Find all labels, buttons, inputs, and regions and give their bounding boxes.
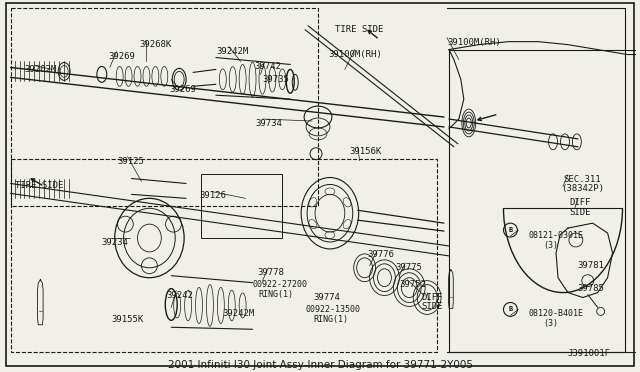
Text: 00922-27200: 00922-27200 bbox=[253, 280, 308, 289]
Text: 39734: 39734 bbox=[255, 119, 282, 128]
Text: 39202M: 39202M bbox=[24, 65, 57, 74]
Bar bbox=[11, 8, 318, 206]
Text: SIDE: SIDE bbox=[569, 208, 591, 217]
Text: TIRE SIDE: TIRE SIDE bbox=[15, 182, 63, 190]
Text: 39100M(RH): 39100M(RH) bbox=[447, 38, 500, 47]
Text: 39735: 39735 bbox=[262, 76, 289, 84]
Text: SIDE: SIDE bbox=[421, 302, 443, 311]
Text: 39269: 39269 bbox=[109, 52, 136, 61]
Text: 39125: 39125 bbox=[118, 157, 145, 166]
Text: 39156K: 39156K bbox=[349, 147, 382, 156]
Text: B: B bbox=[508, 227, 513, 233]
Text: 39742: 39742 bbox=[255, 62, 282, 71]
Text: 39752: 39752 bbox=[399, 280, 426, 289]
Text: SEC.311: SEC.311 bbox=[563, 174, 600, 183]
Text: 39776: 39776 bbox=[367, 250, 394, 259]
Text: 2001 Infiniti I30 Joint Assy-Inner Diagram for 39771-2Y005: 2001 Infiniti I30 Joint Assy-Inner Diagr… bbox=[168, 360, 472, 370]
Text: DIFF: DIFF bbox=[569, 198, 591, 207]
Text: 39781: 39781 bbox=[578, 261, 605, 270]
Text: 39268K: 39268K bbox=[140, 40, 172, 49]
Text: 39155K: 39155K bbox=[112, 315, 144, 324]
Text: 39234: 39234 bbox=[102, 238, 129, 247]
Text: 08120-B401E: 08120-B401E bbox=[528, 310, 583, 318]
Text: 08121-0301E: 08121-0301E bbox=[528, 231, 583, 240]
Text: 00922-13500: 00922-13500 bbox=[305, 305, 360, 314]
Text: 39269: 39269 bbox=[169, 85, 196, 94]
Text: B: B bbox=[508, 307, 513, 312]
Text: 39242M: 39242M bbox=[216, 46, 248, 55]
Text: RING(1): RING(1) bbox=[259, 289, 294, 299]
Text: 39775: 39775 bbox=[396, 263, 422, 272]
Text: DIFF: DIFF bbox=[421, 292, 443, 302]
Text: 39774: 39774 bbox=[313, 292, 340, 302]
Text: TIRE SIDE: TIRE SIDE bbox=[335, 25, 383, 34]
Text: 39242: 39242 bbox=[166, 291, 193, 299]
Text: (3): (3) bbox=[543, 241, 558, 250]
Bar bbox=[201, 174, 282, 238]
Text: J391001F: J391001F bbox=[568, 349, 611, 358]
Text: 39242M: 39242M bbox=[223, 310, 255, 318]
Text: 39778: 39778 bbox=[257, 268, 284, 277]
Text: RING(1): RING(1) bbox=[313, 315, 348, 324]
Text: 39126: 39126 bbox=[199, 192, 226, 201]
Text: (38342P): (38342P) bbox=[561, 185, 604, 193]
Text: (3): (3) bbox=[543, 319, 558, 328]
Text: 39785: 39785 bbox=[578, 283, 605, 293]
Bar bbox=[11, 159, 437, 352]
Text: 39100M(RH): 39100M(RH) bbox=[328, 49, 381, 58]
